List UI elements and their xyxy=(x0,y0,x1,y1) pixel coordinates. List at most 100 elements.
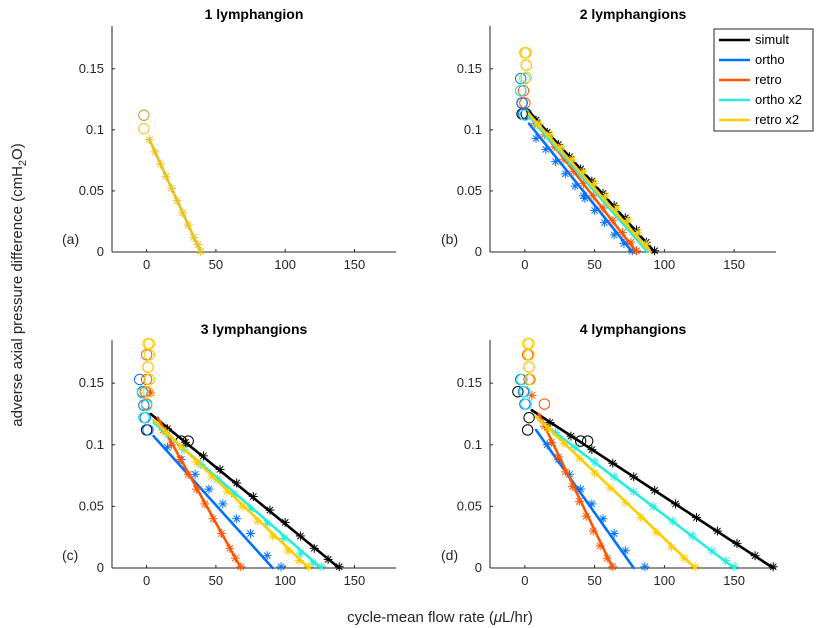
legend-label: retro xyxy=(755,72,782,87)
data-point-star xyxy=(248,492,258,502)
data-point-circle xyxy=(516,373,528,386)
fit-line xyxy=(152,434,275,570)
y-tick-label: 0.05 xyxy=(457,498,482,513)
panel-title: 2 lymphangions xyxy=(580,6,687,22)
data-point-star xyxy=(687,531,697,541)
data-point-circle xyxy=(514,72,527,85)
data-point-star xyxy=(560,169,570,179)
y-tick-label: 0.1 xyxy=(464,122,482,137)
y-tick-label: 0 xyxy=(475,244,482,259)
data-point-star xyxy=(150,147,160,157)
x-tick-label: 100 xyxy=(654,257,676,272)
data-point-star xyxy=(626,237,636,247)
data-point-star xyxy=(598,514,608,524)
panel-1: 0 50 100 150 0 0.05 0.1 0.15 1 lymphangion (a) xyxy=(62,6,396,272)
data-point-star xyxy=(155,159,165,169)
x-tick-label: 0 xyxy=(521,573,528,588)
data-point-star xyxy=(183,220,193,230)
legend-item: ortho x2 xyxy=(719,92,802,107)
data-point-star xyxy=(545,130,555,140)
data-point-star xyxy=(599,218,609,228)
data-point-star xyxy=(541,144,551,154)
data-point-star xyxy=(225,543,235,553)
series-ortho-x2 xyxy=(514,72,650,254)
data-point-star xyxy=(215,464,225,474)
data-point-star xyxy=(650,485,660,495)
x-tick-label: 100 xyxy=(274,257,296,272)
legend-label: ortho xyxy=(755,52,785,67)
data-point-circle xyxy=(519,97,531,109)
data-point-star xyxy=(192,457,202,467)
y-axis-label-end: O) xyxy=(9,143,26,160)
legend-item: retro x2 xyxy=(719,112,799,127)
legend-item: ortho xyxy=(719,52,785,67)
data-point-star xyxy=(544,424,554,434)
data-point-circle xyxy=(140,373,153,386)
x-tick-label: 150 xyxy=(723,257,745,272)
data-point-star xyxy=(679,553,689,563)
data-point-circle xyxy=(182,435,194,447)
data-point-star xyxy=(602,553,612,563)
data-point-circle xyxy=(519,386,531,398)
data-point-star xyxy=(620,498,630,508)
y-tick-label: 0 xyxy=(97,244,104,259)
data-point-star xyxy=(216,528,226,538)
data-point-star xyxy=(280,517,290,527)
data-point-star xyxy=(323,554,333,564)
y-axis-label: adverse axial pressure difference (cmH2O… xyxy=(9,143,29,426)
data-point-star xyxy=(609,230,619,240)
data-point-star xyxy=(192,484,202,494)
data-point-star xyxy=(633,227,643,237)
data-point-star xyxy=(576,484,586,494)
data-point-star xyxy=(587,445,597,455)
data-point-star xyxy=(768,562,778,572)
data-point-star xyxy=(570,181,580,191)
data-point-circle xyxy=(523,337,535,350)
y-tick-label: 0.15 xyxy=(457,375,482,390)
data-point-star xyxy=(671,499,681,509)
fit-line xyxy=(152,418,311,570)
data-point-star xyxy=(531,133,541,143)
series-ortho-x2 xyxy=(136,373,326,572)
series-ortho xyxy=(134,373,286,572)
data-point-star xyxy=(218,499,228,509)
data-point-star xyxy=(172,196,182,206)
panel-label: (b) xyxy=(441,231,458,247)
data-point-circle xyxy=(520,398,532,410)
x-tick-label: 150 xyxy=(723,573,745,588)
fit-line xyxy=(534,428,635,570)
data-point-star xyxy=(230,553,240,563)
fit-line xyxy=(149,412,341,570)
x-tick-label: 150 xyxy=(344,573,366,588)
data-point-star xyxy=(578,166,588,176)
data-point-star xyxy=(534,119,544,129)
data-point-star xyxy=(189,232,199,242)
data-point-star xyxy=(574,496,584,506)
data-point-star xyxy=(268,531,278,541)
data-point-star xyxy=(609,472,619,482)
data-point-star xyxy=(556,142,566,152)
legend-label: retro x2 xyxy=(755,112,799,127)
data-point-star xyxy=(178,208,188,218)
data-point-star xyxy=(262,551,272,561)
data-point-star xyxy=(252,516,262,526)
data-point-star xyxy=(721,556,731,566)
x-axis-label-end: L/hr) xyxy=(502,609,533,626)
panel-title: 3 lymphangions xyxy=(201,321,308,337)
panel-title: 1 lymphangion xyxy=(205,6,304,22)
data-point-star xyxy=(641,240,651,250)
x-tick-label: 0 xyxy=(143,573,150,588)
data-point-star xyxy=(183,469,193,479)
x-tick-label: 50 xyxy=(587,573,601,588)
data-point-star xyxy=(608,562,618,572)
data-point-star xyxy=(559,439,569,449)
fit-line xyxy=(148,138,202,254)
data-point-circle xyxy=(140,399,153,412)
data-point-star xyxy=(207,472,217,482)
panel-label: (c) xyxy=(62,547,78,563)
data-point-star xyxy=(316,562,326,572)
y-tick-label: 0 xyxy=(97,560,104,575)
data-point-star xyxy=(588,526,598,536)
y-tick-label: 0.05 xyxy=(457,183,482,198)
